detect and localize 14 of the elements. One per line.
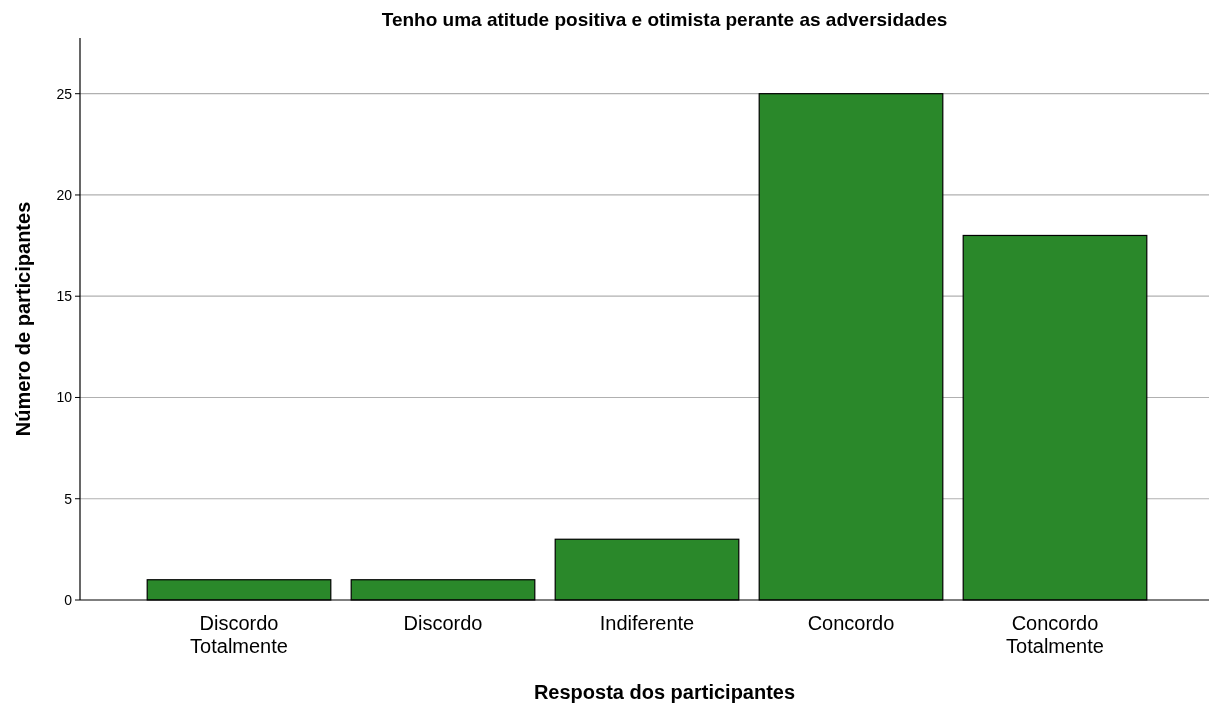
- y-tick-label: 10: [56, 389, 73, 406]
- x-tick-label: Discordo: [403, 612, 483, 634]
- x-tick-label: Indiferente: [599, 612, 695, 634]
- y-tick-label: 15: [56, 288, 73, 305]
- y-tick-label: 25: [56, 85, 73, 102]
- y-tick-label: 0: [64, 591, 73, 608]
- x-tick-label: Concordo: [807, 612, 895, 634]
- x-tick-label: Concordo Totalmente: [1006, 612, 1104, 657]
- x-axis-title: Resposta dos participantes: [533, 681, 796, 703]
- y-tick-label: 20: [56, 186, 73, 203]
- x-tick-label: Discordo Totalmente: [190, 612, 288, 657]
- y-tick-label: 5: [64, 490, 73, 507]
- y-axis-title: Número de participantes: [12, 201, 34, 437]
- chart-title: Tenho uma atitude positiva e otimista perante as adversidades: [381, 9, 948, 30]
